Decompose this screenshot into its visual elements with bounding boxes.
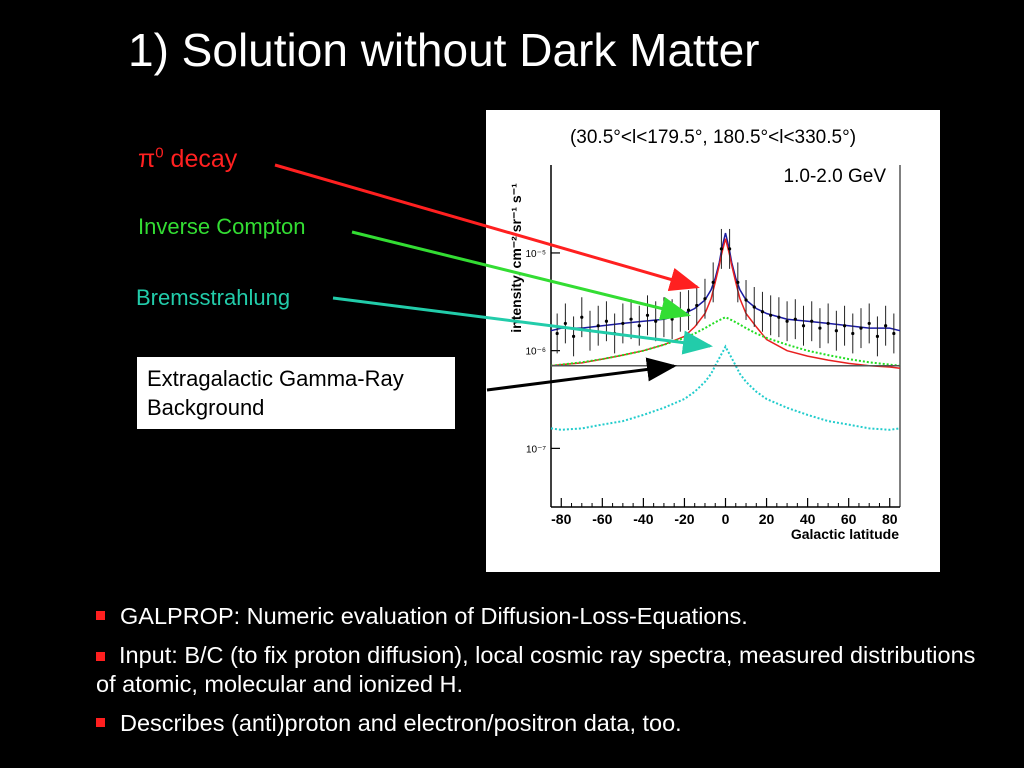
data-point [752, 305, 756, 309]
data-point [834, 329, 838, 333]
egb-line-2: Background [147, 395, 265, 420]
bullet-square-icon [96, 718, 105, 727]
data-point [892, 331, 896, 336]
label-egb-box: Extragalactic Gamma-Ray Background [137, 357, 455, 429]
arrow-pi0 [274, 163, 700, 292]
series-line-3 [550, 344, 901, 431]
arrow-inverse-compton [351, 230, 691, 321]
data-point [728, 247, 732, 251]
data-point [563, 321, 567, 326]
bullet-item: Describes (anti)proton and electron/posi… [96, 709, 996, 738]
data-point [851, 331, 855, 336]
x-tick-label: 60 [841, 511, 857, 527]
bullet-text: Input: B/C (to fix proton diffusion), lo… [96, 642, 976, 697]
y-tick-label: 10⁻⁷ [526, 444, 546, 455]
chart-svg: (30.5°<l<179.5°, 180.5°<l<330.5°) 1.0-2.… [508, 127, 901, 542]
data-point [645, 313, 650, 317]
data-point [719, 247, 723, 251]
arrow-bremsstrahlung [332, 296, 713, 355]
pi-superscript: 0 [155, 144, 164, 162]
pi-decay-text: decay [163, 145, 238, 173]
data-point [818, 326, 822, 330]
bullet-text: Describes (anti)proton and electron/posi… [120, 710, 682, 736]
pi-symbol: π [138, 145, 156, 173]
data-point [859, 326, 863, 330]
data-point [760, 310, 765, 314]
data-point [842, 324, 847, 328]
data-point [810, 319, 814, 323]
data-point [629, 317, 633, 321]
slide-title: 1) Solution without Dark Matter [128, 24, 760, 76]
x-tick-label: 0 [722, 511, 730, 527]
series-line-2 [550, 316, 901, 367]
series-line-0 [550, 232, 901, 332]
data-point [875, 334, 880, 338]
label-bremsstrahlung: Bremsstrahlung [136, 285, 291, 310]
label-pi0-decay: π0 decay [138, 145, 237, 174]
arrow-egb [486, 357, 677, 392]
x-tick-label: 40 [800, 511, 816, 527]
bullet-square-icon [96, 611, 105, 620]
data-point [884, 324, 888, 328]
data-point [867, 321, 871, 326]
y-axis-label: intensity, cm⁻² sr⁻¹ s⁻¹ [508, 183, 524, 333]
data-point [801, 324, 806, 328]
chart-title: (30.5°<l<179.5°, 180.5°<l<330.5°) [570, 127, 856, 148]
data-point [555, 331, 559, 336]
data-point [637, 324, 641, 328]
data-point [793, 317, 797, 321]
bullet-list: GALPROP: Numeric evaluation of Diffusion… [96, 602, 996, 748]
data-point [711, 280, 715, 284]
y-tick-label: 10⁻⁶ [525, 347, 546, 358]
data-point [777, 315, 781, 319]
x-tick-label: -20 [674, 511, 694, 527]
x-tick-label: -40 [633, 511, 653, 527]
data-point [604, 319, 609, 323]
bullet-item: Input: B/C (to fix proton diffusion), lo… [96, 641, 996, 699]
data-point [654, 319, 658, 323]
data-point [695, 303, 699, 308]
bullet-item: GALPROP: Numeric evaluation of Diffusion… [96, 602, 996, 631]
data-point [744, 298, 748, 302]
data-point [785, 319, 789, 323]
data-point [703, 297, 707, 301]
data-point [571, 334, 576, 338]
data-point [769, 313, 773, 317]
x-axis-label: Galactic latitude [791, 526, 899, 542]
x-tick-label: 80 [882, 511, 898, 527]
series-lines [550, 232, 901, 431]
bullet-text: GALPROP: Numeric evaluation of Diffusion… [120, 603, 748, 629]
label-inverse-compton: Inverse Compton [138, 214, 306, 239]
chart-panel: (30.5°<l<179.5°, 180.5°<l<330.5°) 1.0-2.… [486, 110, 940, 572]
bullet-square-icon [96, 652, 105, 661]
x-tick-label: -80 [551, 511, 571, 527]
data-point [580, 315, 584, 319]
data-point [596, 324, 600, 328]
x-tick-label: 20 [759, 511, 775, 527]
x-tick-label: -60 [592, 511, 612, 527]
data-point [736, 280, 740, 284]
data-point [826, 321, 830, 326]
axes: -80 -60 -40 -20 0 20 40 60 80 10⁻⁵ 10⁻⁶ 10⁻⁷ [525, 165, 901, 527]
y-tick-label: 10⁻⁵ [525, 249, 546, 260]
chart-energy-annotation: 1.0-2.0 GeV [784, 166, 887, 187]
egb-line-1: Extragalactic Gamma-Ray [147, 366, 404, 391]
data-point [621, 321, 625, 326]
data-points [555, 228, 896, 357]
